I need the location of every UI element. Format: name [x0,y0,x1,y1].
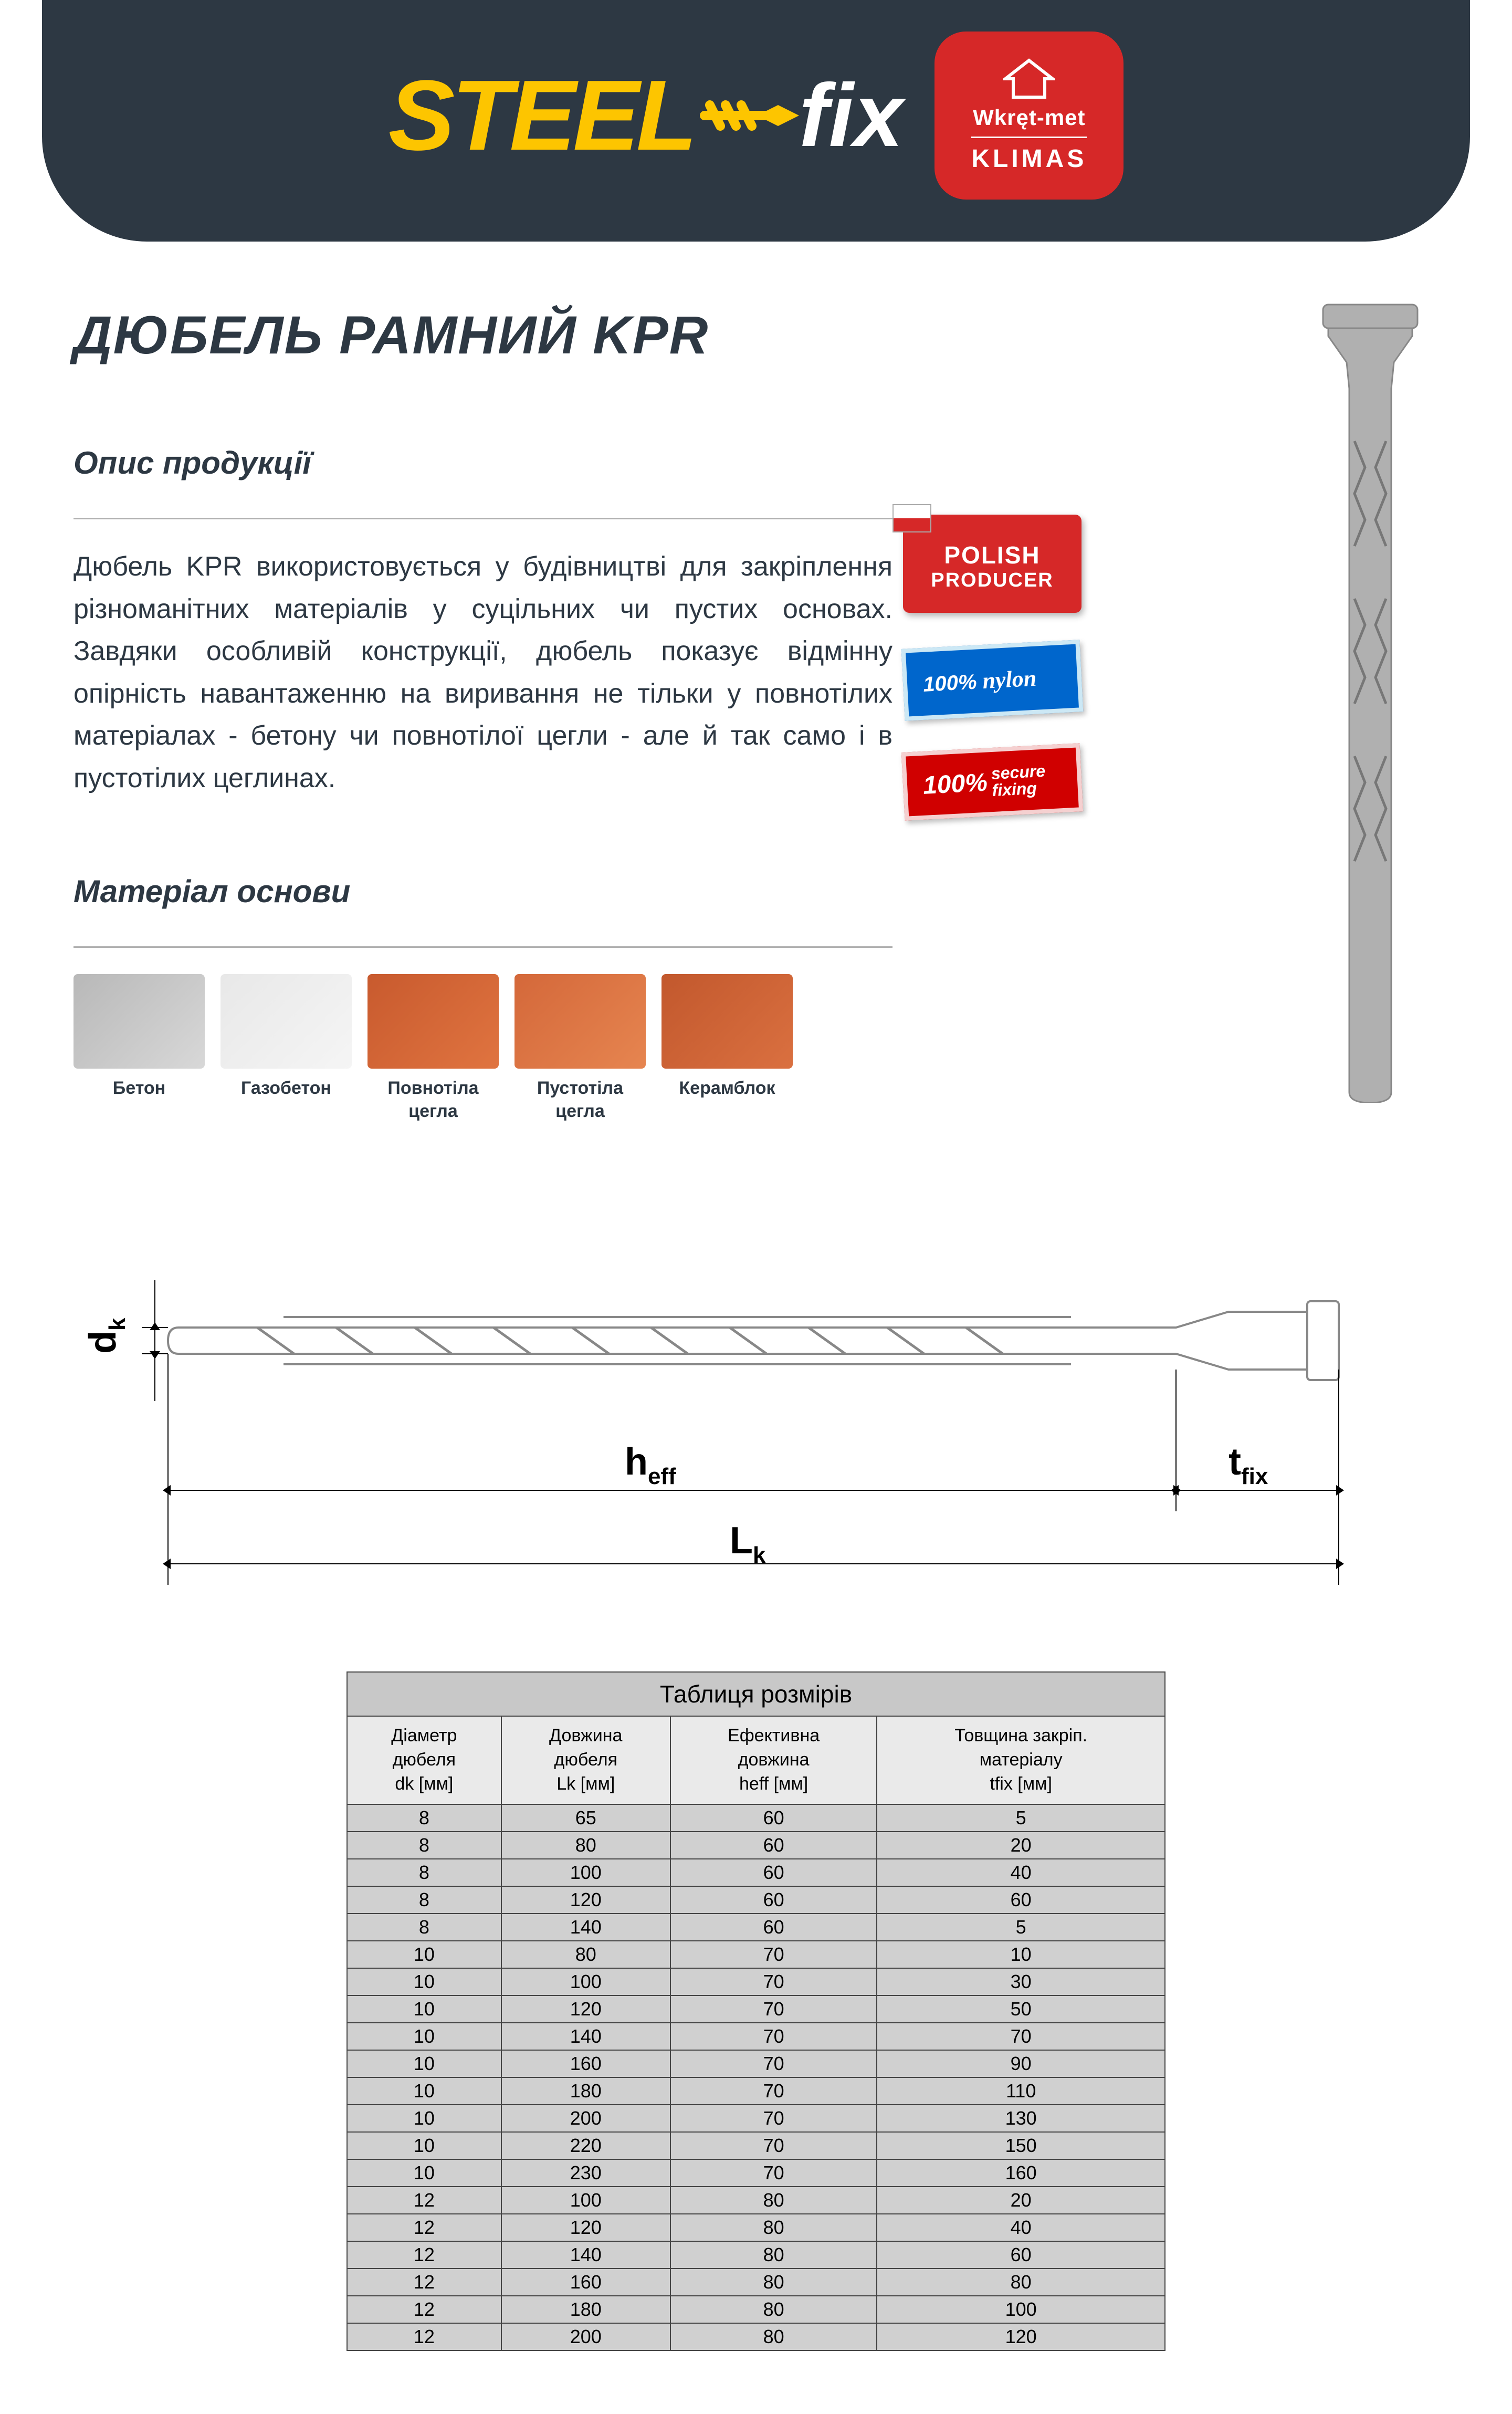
svg-text:heff: heff [625,1441,676,1489]
material-item: Повнотіла цегла [368,974,499,1123]
table-row: 1023070160 [347,2159,1165,2187]
table-row: 121408060 [347,2241,1165,2269]
table-row: 121208040 [347,2214,1165,2241]
table-row: 1220080120 [347,2323,1165,2350]
materials-heading-block: Матеріал основи [74,873,892,948]
svg-text:dk: dk [82,1318,130,1354]
description-text: Дюбель KPR використовується у будівництв… [74,546,892,800]
material-item: Керамблок [662,974,793,1123]
table-column-header: Товщина закріп.матеріалу tfix [мм] [877,1716,1165,1804]
table-row: 101207050 [347,1995,1165,2023]
material-swatch [220,974,352,1069]
badge-secure-fixing: 100% secure fixing [901,743,1083,821]
klimas-bottom-text: KLIMAS [971,137,1087,173]
badge-nylon: 100% nylon [901,640,1084,721]
svg-text:Lk: Lk [730,1520,766,1568]
table-row: 101407070 [347,2023,1165,2050]
screw-icon [694,63,799,168]
table-column-header: Діаметрдюбеля dk [мм] [347,1716,501,1804]
logo-steelfix: STEEL fix [388,58,904,173]
material-swatch [368,974,499,1069]
table-row: 81206060 [347,1886,1165,1914]
table-row: 1020070130 [347,2105,1165,2132]
content-area: ДЮБЕЛЬ РАМНИЙ KPR Опис продукції Дюбель … [0,242,1512,1196]
table-title: Таблиця розмірів [347,1672,1165,1716]
table-wrapper: Таблиця розмірів Діаметрдюбеля dk [мм]До… [0,1650,1512,2414]
svg-text:tfix: tfix [1228,1441,1268,1489]
table-column-header: Ефективнадовжина heff [мм] [670,1716,877,1804]
table-row: 8806020 [347,1832,1165,1859]
product-image-vertical [1292,231,1449,1103]
header-bar: STEEL fix Wkręt-met KLIMAS [42,0,1470,242]
logo-fix-text: fix [799,64,903,167]
table-row: 1022070150 [347,2132,1165,2159]
table-row: 101007030 [347,1968,1165,1995]
table-row: 865605 [347,1804,1165,1832]
materials-heading: Матеріал основи [74,873,892,910]
material-swatch [514,974,646,1069]
house-icon [1003,58,1055,100]
material-swatch [662,974,793,1069]
material-item: Газобетон [220,974,352,1123]
table-row: 1218080100 [347,2296,1165,2323]
material-item: Бетон [74,974,205,1123]
badge-polish-producer: POLISH PRODUCER [903,515,1082,613]
klimas-badge: Wkręt-met KLIMAS [934,32,1124,200]
table-row: 8140605 [347,1914,1165,1941]
logo-steel-text: STEEL [388,58,694,173]
table-row: 121008020 [347,2187,1165,2214]
description-heading: Опис продукції [74,445,892,481]
material-swatch [74,974,205,1069]
dimension-diagram: dk heff tfix Lk [74,1249,1438,1619]
page-title: ДЮБЕЛЬ РАМНИЙ KPR [74,305,1438,366]
badges-column: POLISH PRODUCER 100% nylon 100% secure f… [903,515,1082,816]
material-item: Пустотіла цегла [514,974,646,1123]
table-row: 121608080 [347,2269,1165,2296]
table-row: 81006040 [347,1859,1165,1886]
material-label: Бетон [74,1077,205,1100]
table-row: 101607090 [347,2050,1165,2077]
dimensions-table: Таблиця розмірів Діаметрдюбеля dk [мм]До… [346,1671,1166,2351]
table-row: 1018070110 [347,2077,1165,2105]
table-row: 10807010 [347,1941,1165,1968]
materials-row: Бетон Газобетон Повнотіла цегла Пустотіла ц… [74,974,1438,1123]
klimas-top-text: Wkręt-met [971,105,1087,130]
material-label: Пустотіла цегла [514,1077,646,1123]
material-label: Керамблок [662,1077,793,1100]
material-label: Газобетон [220,1077,352,1100]
material-label: Повнотіла цегла [368,1077,499,1123]
table-column-header: Довжинадюбеля Lk [мм] [501,1716,670,1804]
description-heading-block: Опис продукції [74,445,892,519]
